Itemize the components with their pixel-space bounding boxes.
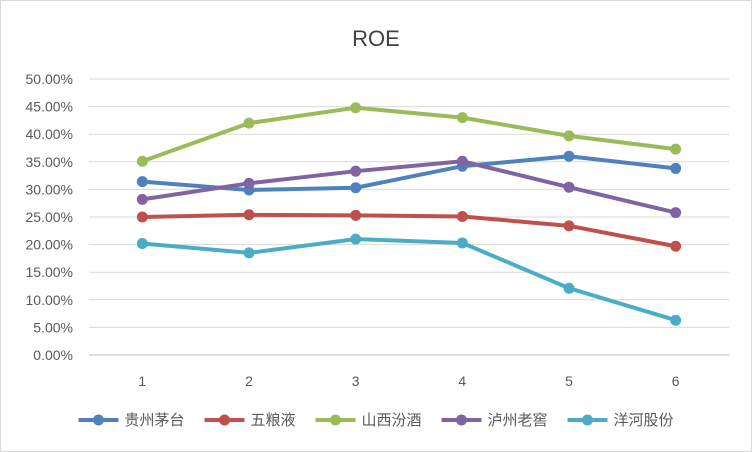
data-point	[243, 209, 255, 221]
legend-label: 贵州茅台	[125, 411, 185, 429]
data-point	[136, 211, 148, 223]
data-point	[350, 209, 362, 221]
legend-item: 贵州茅台	[78, 411, 185, 429]
data-point	[243, 117, 255, 129]
data-point	[563, 220, 575, 232]
legend-label: 泸州老窖	[488, 411, 548, 429]
data-point	[563, 181, 575, 193]
data-point	[136, 237, 148, 249]
data-point	[243, 247, 255, 259]
y-tick-label: 50.00%	[26, 71, 73, 87]
data-point	[670, 207, 682, 219]
legend-label: 山西汾酒	[362, 411, 422, 429]
x-tick-label: 2	[245, 373, 253, 389]
legend-label: 洋河股份	[614, 411, 674, 429]
series-5	[136, 233, 682, 326]
data-point	[563, 282, 575, 294]
data-point	[563, 150, 575, 162]
x-tick-label: 4	[458, 373, 466, 389]
series-line	[140, 105, 678, 164]
data-point	[350, 233, 362, 245]
data-point	[670, 240, 682, 252]
data-point	[136, 155, 148, 167]
x-tick-label: 6	[672, 373, 680, 389]
y-tick-label: 0.00%	[33, 347, 73, 363]
y-tick-label: 5.00%	[33, 319, 73, 335]
legend-item: 山西汾酒	[315, 411, 422, 429]
legend-item: 五粮液	[204, 411, 296, 429]
data-point	[136, 176, 148, 188]
data-point	[563, 130, 575, 142]
legend-swatch-marker	[93, 414, 104, 426]
series-line	[140, 237, 678, 323]
x-tick-label: 1	[138, 373, 146, 389]
y-tick-label: 25.00%	[26, 209, 73, 225]
y-tick-label: 40.00%	[26, 126, 73, 142]
data-point	[136, 193, 148, 205]
series-2	[136, 209, 682, 252]
series-line	[140, 159, 678, 215]
legend-swatch-marker	[456, 414, 467, 426]
data-point	[670, 314, 682, 326]
series-lines	[136, 102, 682, 326]
legend-item: 泸州老窖	[441, 411, 548, 429]
y-axis-tick-labels: 0.00% 5.00% 10.00% 15.00% 20.00% 25.00% 30.00%…	[26, 71, 73, 363]
y-tick-label: 30.00%	[26, 181, 73, 197]
data-point	[350, 165, 362, 177]
series-4	[136, 155, 682, 219]
series-line	[140, 212, 678, 249]
y-tick-label: 35.00%	[26, 154, 73, 170]
y-tick-label: 45.00%	[26, 99, 73, 115]
legend-label: 五粮液	[251, 411, 296, 429]
y-tick-label: 20.00%	[26, 237, 73, 253]
y-tick-label: 15.00%	[26, 264, 73, 280]
data-point	[456, 112, 468, 124]
legend: 贵州茅台 五粮液 山西汾酒 泸州老窖 洋河股份	[78, 411, 674, 429]
x-tick-label: 3	[352, 373, 360, 389]
data-point	[456, 237, 468, 249]
series-3	[136, 102, 682, 167]
data-point	[670, 143, 682, 155]
chart-title: ROE	[352, 26, 400, 51]
legend-swatch-marker	[219, 414, 230, 426]
legend-swatch-marker	[582, 414, 593, 426]
x-tick-label: 5	[565, 373, 573, 389]
data-point	[350, 102, 362, 114]
series-line	[140, 154, 678, 192]
data-point	[243, 177, 255, 189]
data-point	[670, 162, 682, 174]
data-point	[456, 210, 468, 222]
legend-swatch-marker	[330, 414, 341, 426]
y-tick-label: 10.00%	[26, 292, 73, 308]
data-point	[350, 182, 362, 194]
data-point	[456, 155, 468, 167]
x-axis-tick-labels: 1 2 3 4 5 6	[138, 373, 679, 389]
legend-item: 洋河股份	[567, 411, 674, 429]
